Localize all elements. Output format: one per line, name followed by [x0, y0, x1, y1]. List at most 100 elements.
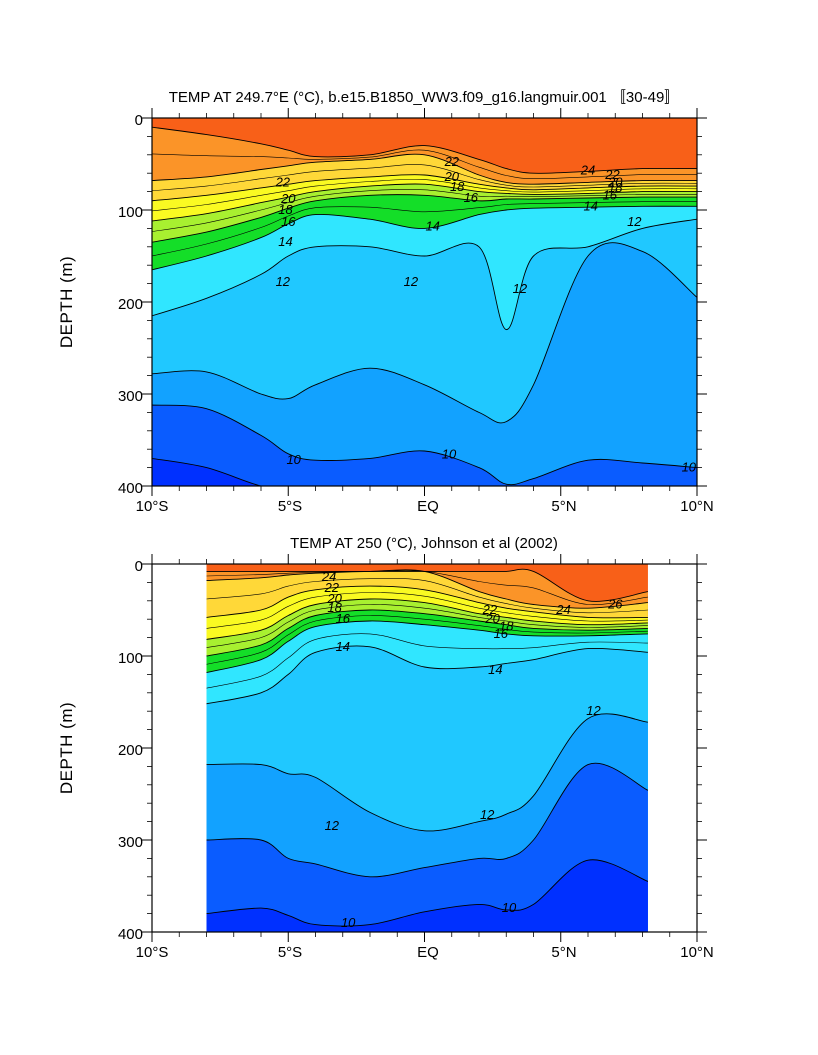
- contour-label: 12: [325, 818, 340, 833]
- contour-label: 20: [326, 591, 342, 606]
- contour-label: 12: [480, 807, 495, 822]
- temperature-band: [206, 859, 648, 932]
- contour-label: 12: [627, 214, 642, 229]
- contour-label: 14: [583, 198, 597, 213]
- contour-label: 10: [682, 460, 697, 475]
- contour-label: 14: [425, 219, 439, 234]
- x-tick-label: 5°N: [551, 498, 576, 515]
- contour-label: 12: [276, 274, 291, 289]
- y-axis-label: DEPTH (m): [57, 256, 76, 348]
- y-tick-label: 100: [118, 204, 143, 221]
- contour-label: 20: [280, 191, 296, 206]
- x-tick-label: 10°S: [136, 498, 169, 515]
- x-tick-label: 10°N: [680, 498, 714, 515]
- y-tick-label: 400: [118, 926, 143, 943]
- contour-line: [206, 645, 648, 705]
- contour-label: 22: [444, 154, 460, 169]
- contour-label: 12: [586, 703, 601, 718]
- temperature-band: [152, 405, 697, 486]
- contour-label: 14: [278, 234, 292, 249]
- x-tick-label: 10°S: [136, 944, 169, 961]
- y-tick-label: 100: [118, 650, 143, 667]
- contour-label: 22: [275, 174, 291, 189]
- contour-line: [152, 242, 697, 424]
- contour-line: [206, 604, 648, 648]
- chart-title: TEMP AT 249.7°E (°C), b.e15.B1850_WW3.f0…: [169, 89, 680, 106]
- temperature-band: [206, 763, 648, 932]
- contour-line: [152, 189, 697, 232]
- contour-label: 12: [404, 274, 419, 289]
- contour-line: [152, 183, 697, 222]
- contour-lines: [206, 568, 649, 927]
- contour-lines: [152, 126, 697, 486]
- contour-label: 14: [488, 662, 502, 677]
- y-tick-label: 300: [118, 834, 143, 851]
- contour-line: [206, 713, 648, 832]
- x-tick-label: 5°S: [278, 498, 302, 515]
- contour-label: 10: [286, 452, 301, 467]
- contour-label: 18: [327, 600, 342, 615]
- contour-line: [152, 194, 697, 243]
- y-tick-label: 200: [118, 742, 143, 759]
- contour-line: [152, 153, 697, 185]
- contour-label: 12: [513, 281, 528, 296]
- contour-label: 16: [281, 214, 296, 229]
- contour-line: [206, 762, 649, 878]
- contour-label: 24: [580, 162, 595, 177]
- contour-line: [152, 164, 697, 191]
- x-tick-label: 5°S: [278, 944, 302, 961]
- contour-label: 18: [450, 179, 465, 194]
- contour-line: [206, 633, 648, 689]
- contour-label: 14: [336, 639, 350, 654]
- contour-label: 10: [502, 900, 517, 915]
- contour-label: 16: [336, 611, 351, 626]
- contour-label: 18: [278, 202, 293, 217]
- axis-ticks: [142, 554, 707, 942]
- contour-label: 20: [484, 611, 500, 626]
- contour-line: [152, 126, 697, 174]
- temperature-band: [152, 242, 697, 486]
- contour-label: 18: [499, 619, 514, 634]
- contour-line: [152, 201, 697, 257]
- contour-line: [206, 578, 648, 614]
- contour-label: 26: [607, 597, 623, 612]
- contour-line: [206, 615, 648, 665]
- contour-label: 22: [604, 167, 620, 182]
- contour-label: 16: [603, 187, 618, 202]
- x-tick-label: 10°N: [680, 944, 714, 961]
- contour-line: [152, 149, 697, 180]
- contour-line: [152, 404, 697, 486]
- panel-top: TEMP AT 249.7°E (°C), b.e15.B1850_WW3.f0…: [57, 89, 714, 515]
- contour-label: 20: [607, 174, 623, 189]
- y-tick-label: 0: [135, 112, 143, 129]
- contour-label: 24: [555, 602, 570, 617]
- y-tick-label: 300: [118, 388, 143, 405]
- y-tick-label: 400: [118, 480, 143, 497]
- contour-line: [152, 218, 697, 331]
- contour-line: [206, 592, 648, 629]
- chart-title: TEMP AT 250 (°C), Johnson et al (2002): [290, 535, 558, 552]
- contour-label: 16: [494, 626, 509, 641]
- y-tick-label: 200: [118, 296, 143, 313]
- temperature-band: [152, 458, 697, 486]
- contour-line: [206, 569, 648, 609]
- contour-label: 10: [341, 915, 356, 930]
- contour-label: 18: [608, 180, 623, 195]
- contour-label: 22: [482, 602, 498, 617]
- contour-line: [152, 205, 697, 271]
- contour-line: [206, 598, 648, 640]
- y-tick-label: 0: [135, 558, 143, 575]
- x-tick-label: 5°N: [551, 944, 576, 961]
- x-tick-label: EQ: [417, 944, 439, 961]
- panel-bottom: TEMP AT 250 (°C), Johnson et al (2002) 2…: [57, 535, 714, 961]
- y-axis-label: DEPTH (m): [57, 702, 76, 794]
- contour-line: [206, 609, 648, 657]
- contour-label: 24: [321, 569, 336, 584]
- contour-label: 10: [442, 447, 457, 462]
- contour-line: [152, 179, 697, 212]
- contour-line: [206, 620, 648, 674]
- contour-line: [152, 174, 697, 202]
